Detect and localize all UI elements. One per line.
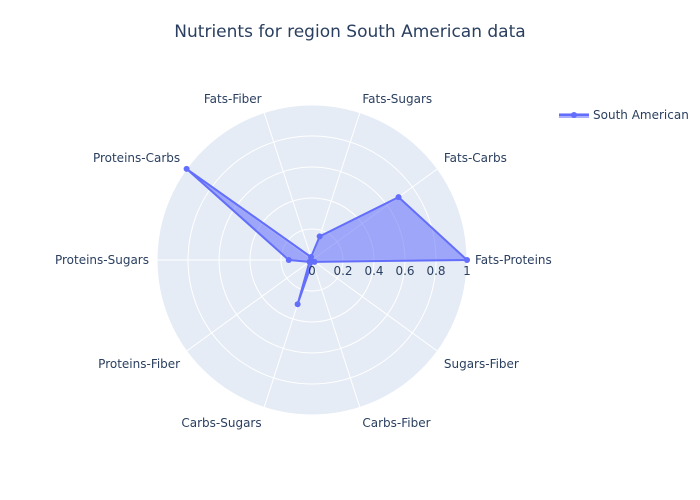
category-label-sugars-fiber: Sugars-Fiber bbox=[444, 357, 519, 371]
category-labels: Fats-Proteins Fats-Carbs Fats-Sugars Fats-F… bbox=[55, 92, 552, 430]
legend-marker bbox=[571, 112, 577, 118]
radial-tick-label: 0 bbox=[308, 264, 316, 278]
data-point-fats-sugars[interactable] bbox=[316, 233, 323, 240]
polar-area: 0 0.2 0.4 0.6 0.8 1 Fats-ProteinsFats-CarbsFa… bbox=[55, 92, 552, 430]
chart-title: Nutrients for region South American data bbox=[174, 22, 525, 42]
radial-tick-label: 0.4 bbox=[364, 264, 383, 278]
data-point-fats-proteins[interactable] bbox=[464, 257, 470, 263]
category-label-proteins-sugars: Proteins-Sugars bbox=[55, 253, 149, 267]
radial-tick-label: 1 bbox=[463, 264, 471, 278]
grid-spoke-9 bbox=[311, 259, 438, 352]
category-label-carbs-sugars: Carbs-Sugars bbox=[181, 416, 261, 430]
grid-spoke-6 bbox=[186, 259, 313, 352]
radial-tick-label: 0.8 bbox=[426, 264, 445, 278]
category-label-fats-proteins: Fats-Proteins bbox=[475, 253, 552, 267]
category-label-carbs-fiber: Carbs-Fiber bbox=[362, 416, 430, 430]
data-point-sugars-fiber[interactable] bbox=[311, 258, 318, 265]
legend[interactable]: South American bbox=[559, 108, 689, 122]
data-point-proteins-carbs[interactable] bbox=[183, 165, 190, 172]
data-point-fats-carbs[interactable] bbox=[395, 194, 402, 201]
data-point-proteins-sugars[interactable] bbox=[285, 257, 292, 263]
category-label-fats-carbs: Fats-Carbs bbox=[444, 151, 507, 165]
category-label-fats-sugars: Fats-Sugars bbox=[362, 92, 432, 106]
legend-label: South American bbox=[593, 108, 689, 122]
radial-tick-label: 0.6 bbox=[395, 264, 414, 278]
category-label-fats-fiber: Fats-Fiber bbox=[204, 92, 262, 106]
radial-tick-label: 0.2 bbox=[333, 264, 352, 278]
series-layer bbox=[183, 165, 470, 308]
radial-tick-labels: 0 0.2 0.4 0.6 0.8 1 bbox=[308, 264, 471, 278]
grid-spoke-8 bbox=[311, 259, 361, 408]
grid-spoke-3 bbox=[263, 112, 313, 261]
category-label-proteins-fiber: Proteins-Fiber bbox=[98, 357, 180, 371]
data-point-carbs-sugars[interactable] bbox=[294, 301, 301, 308]
category-label-proteins-carbs: Proteins-Carbs bbox=[93, 151, 180, 165]
